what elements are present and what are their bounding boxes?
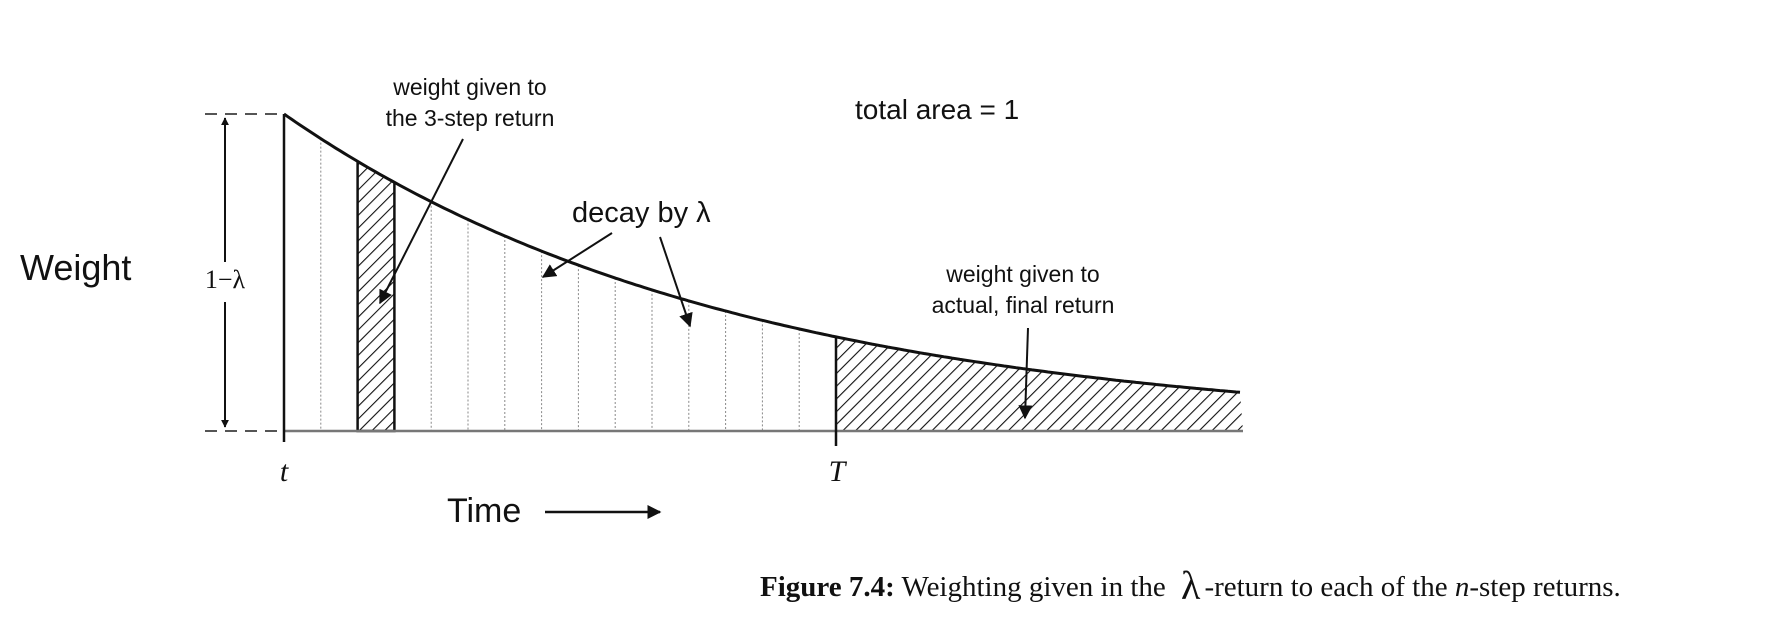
- caption-n: n: [1454, 571, 1470, 603]
- annotation-final-arrow: [1018, 327, 1033, 420]
- height-label: 1−λ: [205, 265, 246, 294]
- t-label: t: [280, 455, 289, 488]
- annotation-final-line1: weight given to: [945, 261, 1099, 287]
- annotation-3step-line1: weight given to: [392, 74, 546, 100]
- annotation-3step-arrow: [379, 138, 464, 305]
- annotation-decay: decay by λ: [572, 197, 711, 229]
- caption-figure-number: Figure 7.4:: [760, 571, 895, 603]
- decay-arrow-left: [541, 232, 613, 278]
- y-axis-label: Weight: [20, 247, 131, 288]
- final-return-weight-area: [836, 336, 1243, 431]
- caption-lambda: λ: [1181, 563, 1201, 608]
- caption-text-2: -return to each of the: [1204, 571, 1448, 603]
- decay-curve: [283, 112, 1241, 394]
- annotation-final-line2: actual, final return: [932, 292, 1115, 318]
- annotation-total-area: total area = 1: [855, 94, 1019, 125]
- annotation-3step-line2: the 3-step return: [386, 105, 555, 131]
- caption-text-1: Weighting given in the: [901, 571, 1166, 603]
- caption-text-3: -step returns.: [1469, 571, 1621, 603]
- decay-arrow-right: [659, 236, 693, 328]
- three-step-weight-slice: [356, 159, 396, 433]
- time-label: Time: [447, 492, 521, 530]
- T-label: T: [829, 455, 848, 488]
- figure-caption: Figure 7.4: Weighting given in the λ -ret…: [760, 562, 1621, 609]
